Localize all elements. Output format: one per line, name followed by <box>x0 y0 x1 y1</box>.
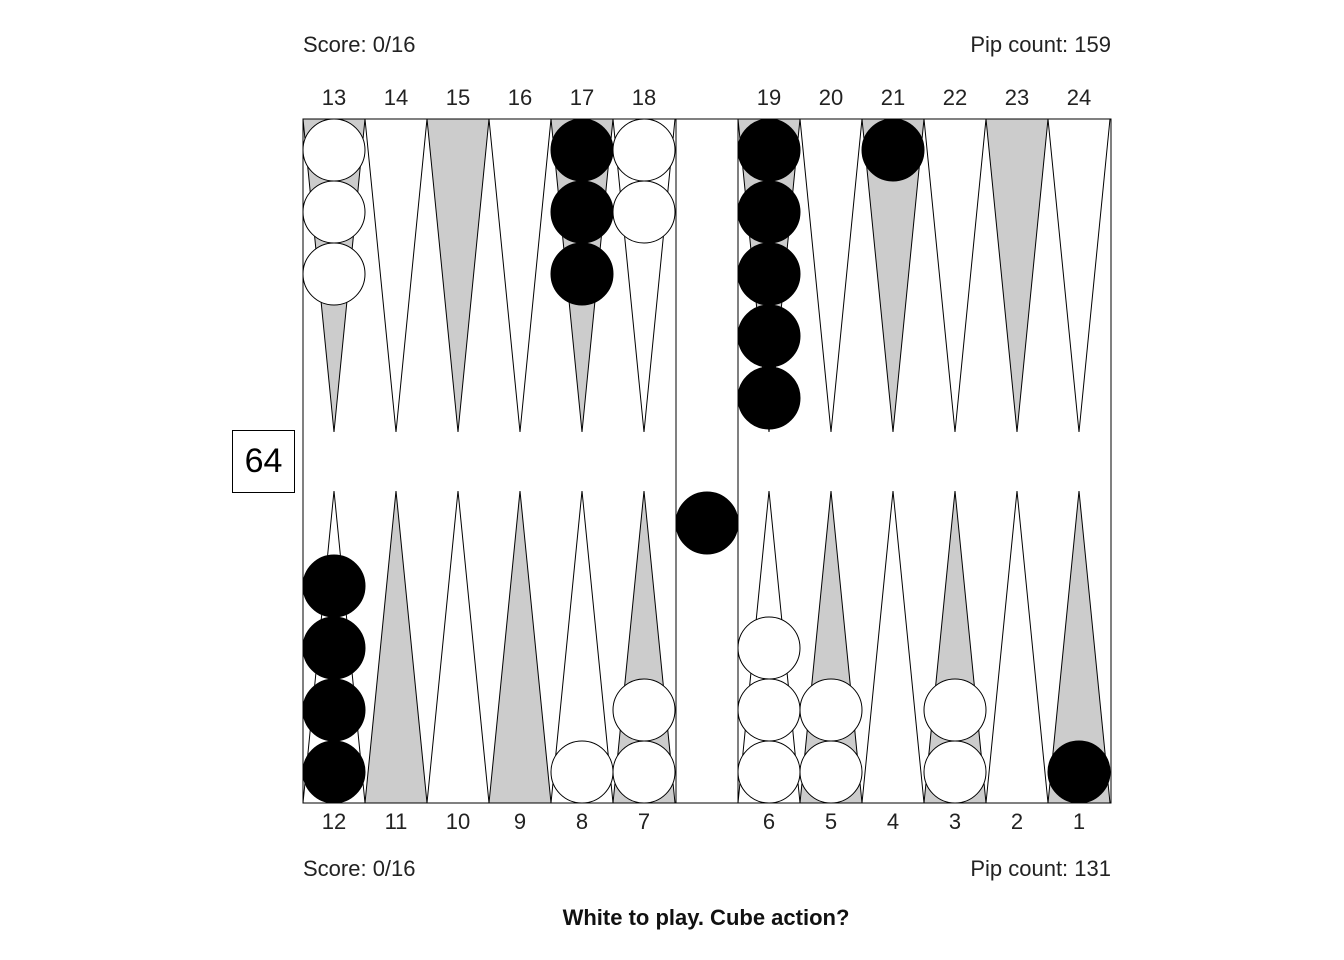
point-11[interactable] <box>364 490 428 804</box>
point-label-9: 9 <box>514 809 526 834</box>
black-checker[interactable] <box>737 304 801 368</box>
point-label-8: 8 <box>576 809 588 834</box>
point-label-12: 12 <box>322 809 346 834</box>
black-checker[interactable] <box>1047 740 1111 804</box>
point-15[interactable] <box>426 118 490 433</box>
white-checker[interactable] <box>799 740 863 804</box>
point-16[interactable] <box>488 118 552 433</box>
bar[interactable] <box>675 118 739 804</box>
point-10[interactable] <box>426 490 490 804</box>
black-checker[interactable] <box>675 491 739 555</box>
point-label-3: 3 <box>949 809 961 834</box>
point-label-22: 22 <box>943 85 967 110</box>
point-20[interactable] <box>799 118 863 433</box>
point-22[interactable] <box>923 118 987 433</box>
point-label-19: 19 <box>757 85 781 110</box>
white-checker[interactable] <box>923 740 987 804</box>
point-label-11: 11 <box>385 809 408 834</box>
bottom-pip-count: Pip count: 131 <box>970 856 1111 881</box>
white-checker[interactable] <box>302 180 366 244</box>
bottom-score: Score: 0/16 <box>303 856 416 881</box>
top-score: Score: 0/16 <box>303 32 416 57</box>
white-checker[interactable] <box>612 740 676 804</box>
white-checker[interactable] <box>737 678 801 742</box>
prompt-text: White to play. Cube action? <box>562 905 850 930</box>
black-checker[interactable] <box>737 366 801 430</box>
black-checker[interactable] <box>550 242 614 306</box>
point-label-13: 13 <box>322 85 346 110</box>
black-checker[interactable] <box>550 118 614 182</box>
point-label-2: 2 <box>1011 809 1023 834</box>
point-label-17: 17 <box>570 85 594 110</box>
black-checker[interactable] <box>302 554 366 618</box>
point-label-4: 4 <box>887 809 899 834</box>
point-label-20: 20 <box>819 85 843 110</box>
point-label-14: 14 <box>384 85 408 110</box>
white-checker[interactable] <box>302 242 366 306</box>
black-checker[interactable] <box>302 740 366 804</box>
point-label-23: 23 <box>1005 85 1029 110</box>
black-checker[interactable] <box>737 180 801 244</box>
white-checker[interactable] <box>737 740 801 804</box>
white-checker[interactable] <box>612 678 676 742</box>
point-2[interactable] <box>985 490 1049 804</box>
point-14[interactable] <box>364 118 428 433</box>
black-checker[interactable] <box>302 678 366 742</box>
black-checker[interactable] <box>550 180 614 244</box>
white-checker[interactable] <box>799 678 863 742</box>
cube-value: 64 <box>244 442 283 480</box>
point-23[interactable] <box>985 118 1049 433</box>
point-label-7: 7 <box>638 809 650 834</box>
point-label-10: 10 <box>446 809 470 834</box>
point-label-18: 18 <box>632 85 656 110</box>
white-checker[interactable] <box>550 740 614 804</box>
black-checker[interactable] <box>861 118 925 182</box>
point-label-15: 15 <box>446 85 470 110</box>
point-9[interactable] <box>488 490 552 804</box>
point-4[interactable] <box>861 490 925 804</box>
doubling-cube[interactable]: 64 <box>232 430 295 493</box>
point-24[interactable] <box>1047 118 1111 433</box>
point-label-6: 6 <box>763 809 775 834</box>
white-checker[interactable] <box>737 616 801 680</box>
black-checker[interactable] <box>737 118 801 182</box>
white-checker[interactable] <box>612 118 676 182</box>
white-checker[interactable] <box>923 678 987 742</box>
white-checker[interactable] <box>302 118 366 182</box>
point-label-16: 16 <box>508 85 532 110</box>
white-checker[interactable] <box>612 180 676 244</box>
point-label-5: 5 <box>825 809 837 834</box>
black-checker[interactable] <box>737 242 801 306</box>
black-checker[interactable] <box>302 616 366 680</box>
point-label-21: 21 <box>881 85 905 110</box>
point-label-1: 1 <box>1073 809 1085 834</box>
top-pip-count: Pip count: 159 <box>970 32 1111 57</box>
point-label-24: 24 <box>1067 85 1091 110</box>
